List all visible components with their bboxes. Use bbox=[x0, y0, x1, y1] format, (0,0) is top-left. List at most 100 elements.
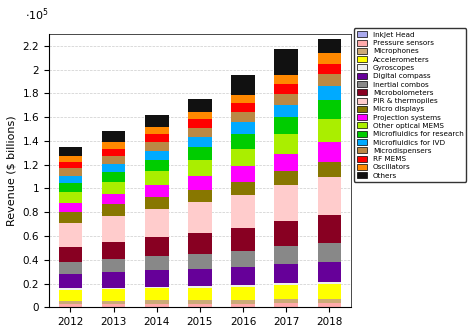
Bar bbox=[318, 242, 341, 262]
Bar bbox=[318, 119, 341, 142]
Bar bbox=[231, 268, 255, 285]
Bar bbox=[59, 301, 82, 304]
Bar bbox=[102, 272, 126, 288]
Bar bbox=[231, 166, 255, 182]
Bar bbox=[102, 194, 126, 204]
Bar bbox=[231, 104, 255, 112]
Bar bbox=[318, 303, 341, 307]
Bar bbox=[231, 304, 255, 307]
Bar bbox=[102, 156, 126, 164]
Bar bbox=[59, 262, 82, 274]
Bar bbox=[231, 251, 255, 268]
Bar bbox=[274, 221, 298, 246]
Bar bbox=[188, 160, 212, 176]
Bar bbox=[59, 176, 82, 183]
Bar bbox=[188, 128, 212, 137]
Bar bbox=[59, 162, 82, 168]
Bar bbox=[145, 304, 169, 307]
Bar bbox=[102, 242, 126, 259]
Bar bbox=[145, 256, 169, 271]
Bar bbox=[188, 233, 212, 254]
Bar bbox=[274, 246, 298, 264]
Bar bbox=[59, 147, 82, 156]
Bar bbox=[188, 120, 212, 128]
Bar bbox=[188, 99, 212, 112]
Bar bbox=[318, 282, 341, 284]
Bar bbox=[188, 137, 212, 147]
Bar bbox=[231, 228, 255, 251]
Bar bbox=[102, 182, 126, 194]
Bar bbox=[274, 299, 298, 303]
Bar bbox=[145, 197, 169, 209]
Bar bbox=[318, 284, 341, 299]
Bar bbox=[145, 271, 169, 287]
Bar bbox=[318, 39, 341, 53]
Bar bbox=[188, 286, 212, 288]
Bar bbox=[145, 115, 169, 127]
Bar bbox=[59, 203, 82, 212]
Bar bbox=[188, 202, 212, 233]
Bar bbox=[231, 112, 255, 123]
Bar bbox=[102, 288, 126, 290]
Bar bbox=[274, 285, 298, 299]
Bar bbox=[318, 63, 341, 74]
Bar bbox=[188, 147, 212, 160]
Bar bbox=[102, 149, 126, 156]
Bar bbox=[102, 259, 126, 272]
Bar bbox=[318, 74, 341, 86]
Bar bbox=[102, 131, 126, 142]
Bar bbox=[188, 176, 212, 190]
Bar bbox=[145, 287, 169, 288]
Bar bbox=[274, 49, 298, 75]
Bar bbox=[145, 160, 169, 171]
Bar bbox=[318, 86, 341, 100]
Y-axis label: Revenue ($ billions): Revenue ($ billions) bbox=[7, 115, 17, 226]
Bar bbox=[145, 288, 169, 300]
Bar bbox=[274, 171, 298, 185]
Bar bbox=[102, 142, 126, 149]
Bar bbox=[231, 300, 255, 304]
Bar bbox=[274, 134, 298, 154]
Bar bbox=[318, 299, 341, 303]
Bar bbox=[145, 171, 169, 185]
Bar bbox=[274, 264, 298, 283]
Bar bbox=[231, 75, 255, 95]
Bar bbox=[274, 94, 298, 105]
Bar bbox=[231, 285, 255, 287]
Text: $\cdot10^5$: $\cdot10^5$ bbox=[25, 6, 49, 23]
Bar bbox=[145, 142, 169, 151]
Bar bbox=[59, 212, 82, 223]
Legend: InkJet Head, Pressure sensors, Microphones, Accelerometers, Gyroscopes, Digital : InkJet Head, Pressure sensors, Microphon… bbox=[354, 28, 466, 182]
Bar bbox=[102, 204, 126, 216]
Bar bbox=[102, 164, 126, 172]
Bar bbox=[102, 290, 126, 301]
Bar bbox=[231, 182, 255, 195]
Bar bbox=[145, 185, 169, 197]
Bar bbox=[145, 237, 169, 256]
Bar bbox=[102, 216, 126, 242]
Bar bbox=[274, 283, 298, 285]
Bar bbox=[318, 142, 341, 162]
Bar bbox=[231, 149, 255, 166]
Bar bbox=[59, 156, 82, 162]
Bar bbox=[231, 123, 255, 134]
Bar bbox=[102, 301, 126, 304]
Bar bbox=[274, 117, 298, 134]
Bar bbox=[274, 185, 298, 221]
Bar bbox=[59, 288, 82, 290]
Bar bbox=[188, 112, 212, 120]
Bar bbox=[59, 304, 82, 307]
Bar bbox=[318, 53, 341, 63]
Bar bbox=[145, 134, 169, 142]
Bar bbox=[59, 290, 82, 301]
Bar bbox=[318, 162, 341, 177]
Bar bbox=[59, 183, 82, 192]
Bar bbox=[188, 190, 212, 202]
Bar bbox=[274, 154, 298, 171]
Bar bbox=[274, 75, 298, 85]
Bar bbox=[231, 95, 255, 104]
Bar bbox=[318, 262, 341, 282]
Bar bbox=[231, 287, 255, 300]
Bar bbox=[188, 269, 212, 286]
Bar bbox=[274, 303, 298, 307]
